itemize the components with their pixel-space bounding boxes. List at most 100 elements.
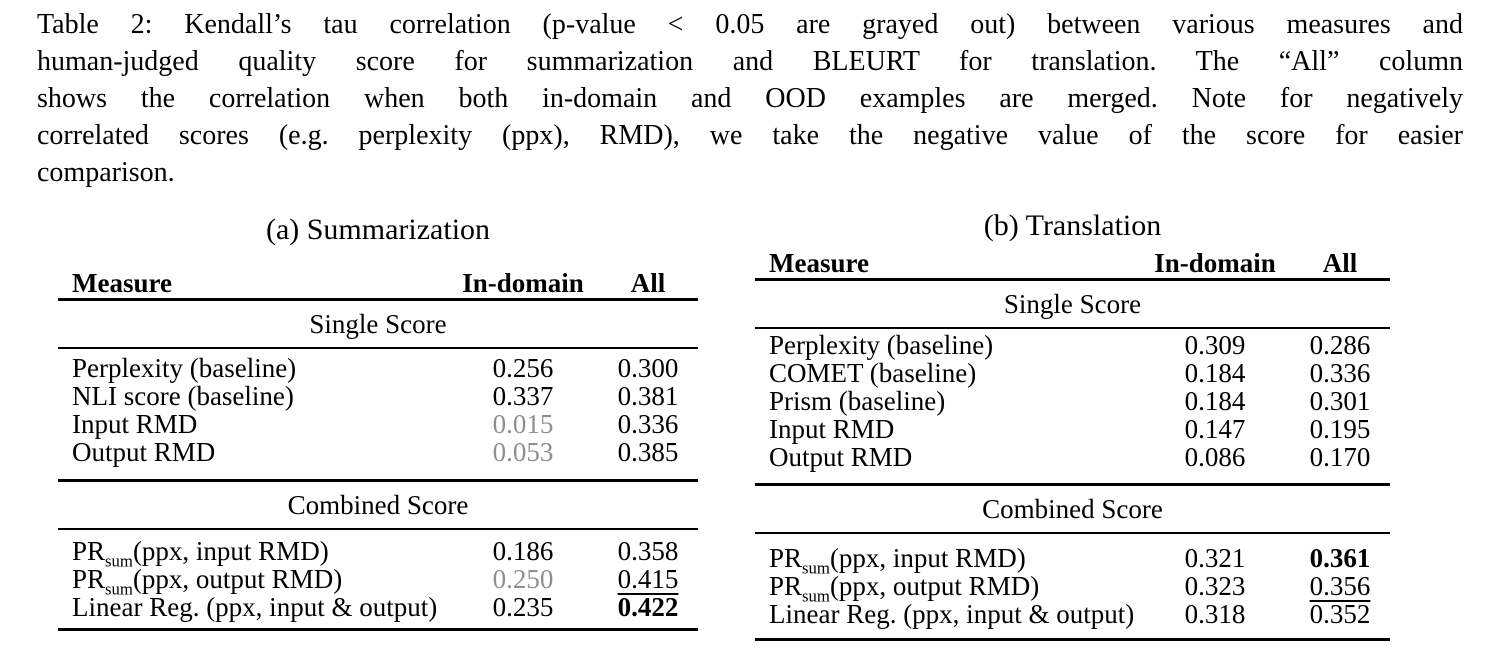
single-score-rows: Perplexity (baseline) 0.256 0.300 NLI sc… xyxy=(58,349,698,479)
measure-label-rest: (ppx, input RMD) xyxy=(132,536,329,566)
measure-label: Perplexity (baseline) xyxy=(769,330,994,360)
rule xyxy=(58,479,698,482)
all-value: 0.170 xyxy=(1309,442,1371,472)
subtable-translation: (b) Translation Measure In-domain All Si… xyxy=(755,208,1390,641)
measure-label: PR xyxy=(72,564,106,594)
measure-subscript: sum xyxy=(105,579,133,599)
caption-line: correlated scores (e.g. perplexity (ppx)… xyxy=(37,120,1463,151)
in-domain-value: 0.184 xyxy=(1184,386,1246,416)
table-row: Prism (baseline) 0.184 0.301 xyxy=(755,387,1390,415)
all-value: 0.385 xyxy=(617,437,679,467)
caption-line: Table 2: Kendall’s tau correlation (p-va… xyxy=(37,9,1463,40)
all-value: 0.301 xyxy=(1309,386,1371,416)
in-domain-value: 0.321 xyxy=(1184,543,1246,573)
table-row: Input RMD 0.147 0.195 xyxy=(755,415,1390,443)
rule xyxy=(755,638,1390,641)
measure-label-rest: (ppx, output RMD) xyxy=(132,564,343,594)
rule xyxy=(58,628,698,631)
column-header-row: Measure In-domain All xyxy=(755,248,1390,278)
measure-label-rest: (ppx, input RMD) xyxy=(829,543,1026,573)
measure-subscript: sum xyxy=(105,551,133,571)
column-header-measure: Measure xyxy=(769,248,869,278)
rule xyxy=(755,327,1390,329)
column-header-row: Measure In-domain All xyxy=(58,268,698,298)
combined-score-rows: PRsum(ppx, input RMD) 0.321 0.361 PRsum(… xyxy=(755,534,1390,638)
measure-label: Input RMD xyxy=(72,409,198,439)
table-row: Input RMD 0.015 0.336 xyxy=(58,410,698,438)
all-value: 0.415 xyxy=(617,564,679,594)
rule xyxy=(58,298,698,301)
measure-subscript: sum xyxy=(802,558,830,578)
measure-label: Output RMD xyxy=(769,442,913,472)
column-header-in-domain: In-domain xyxy=(462,268,584,298)
all-value: 0.356 xyxy=(1309,571,1371,601)
measure-label: PR xyxy=(769,571,803,601)
table-row: Perplexity (baseline) 0.309 0.286 xyxy=(755,331,1390,359)
section-title-combined-score: Combined Score xyxy=(982,494,1163,524)
section-title-single-score: Single Score xyxy=(309,309,447,339)
measure-label: Linear Reg. (ppx, input & output) xyxy=(72,592,438,622)
measure-label: COMET (baseline) xyxy=(769,358,977,388)
table-row: COMET (baseline) 0.184 0.336 xyxy=(755,359,1390,387)
in-domain-value: 0.256 xyxy=(492,353,554,383)
rule xyxy=(58,528,698,530)
in-domain-value: 0.309 xyxy=(1184,330,1246,360)
table-row: Output RMD 0.053 0.385 xyxy=(58,438,698,466)
table-row: Perplexity (baseline) 0.256 0.300 xyxy=(58,354,698,382)
all-value: 0.195 xyxy=(1309,414,1371,444)
table-caption: Table 2: Kendall’s tau correlation (p-va… xyxy=(37,6,1463,191)
measure-subscript: sum xyxy=(802,586,830,606)
measure-label: Linear Reg. (ppx, input & output) xyxy=(769,599,1135,629)
in-domain-value: 0.147 xyxy=(1184,414,1246,444)
table-row: PRsum(ppx, output RMD) 0.323 0.356 xyxy=(755,571,1390,604)
rule xyxy=(755,483,1390,486)
all-value: 0.422 xyxy=(617,592,679,622)
caption-line: shows the correlation when both in-domai… xyxy=(37,83,1463,114)
column-header-all: All xyxy=(1322,248,1358,278)
measure-label: Perplexity (baseline) xyxy=(72,353,297,383)
table-row: Linear Reg. (ppx, input & output) 0.318 … xyxy=(755,600,1390,628)
in-domain-value: 0.086 xyxy=(1184,442,1246,472)
measure-label-rest: (ppx, output RMD) xyxy=(829,571,1040,601)
in-domain-value: 0.323 xyxy=(1184,571,1246,601)
column-header-all: All xyxy=(630,268,666,298)
in-domain-value: 0.318 xyxy=(1184,599,1246,629)
section-title-single-score: Single Score xyxy=(1003,289,1142,319)
in-domain-value: 0.053 xyxy=(492,437,554,467)
table-row: PRsum(ppx, input RMD) 0.186 0.358 xyxy=(58,536,698,569)
measure-label: PR xyxy=(72,536,106,566)
table-row: PRsum(ppx, output RMD) 0.250 0.415 xyxy=(58,564,698,597)
in-domain-value: 0.186 xyxy=(492,536,554,566)
measure-label: Prism (baseline) xyxy=(769,386,946,416)
rule xyxy=(755,278,1390,281)
rule xyxy=(58,347,698,349)
column-header-in-domain: In-domain xyxy=(1154,248,1276,278)
combined-score-rows: PRsum(ppx, input RMD) 0.186 0.358 PRsum(… xyxy=(58,530,698,628)
in-domain-value: 0.015 xyxy=(492,409,554,439)
subtable-summarization: (a) Summarization Measure In-domain All … xyxy=(58,212,698,631)
in-domain-value: 0.235 xyxy=(492,592,554,622)
column-header-measure: Measure xyxy=(72,268,172,298)
measure-label: Output RMD xyxy=(72,437,216,467)
table-row: PRsum(ppx, input RMD) 0.321 0.361 xyxy=(755,543,1390,576)
caption-line: comparison. xyxy=(37,157,175,188)
measure-label: NLI score (baseline) xyxy=(72,381,294,411)
table-row: Linear Reg. (ppx, input & output) 0.235 … xyxy=(58,593,698,621)
rule xyxy=(755,532,1390,534)
in-domain-value: 0.337 xyxy=(492,381,554,411)
measure-label: PR xyxy=(769,543,803,573)
subtable-caption: (b) Translation xyxy=(983,209,1162,242)
single-score-rows: Perplexity (baseline) 0.309 0.286 COMET … xyxy=(755,329,1390,483)
in-domain-value: 0.184 xyxy=(1184,358,1246,388)
all-value: 0.358 xyxy=(617,536,679,566)
measure-label: Input RMD xyxy=(769,414,895,444)
table-row: NLI score (baseline) 0.337 0.381 xyxy=(58,382,698,410)
all-value: 0.300 xyxy=(617,353,679,383)
table-row: Output RMD 0.086 0.170 xyxy=(755,443,1390,471)
all-value: 0.381 xyxy=(617,381,679,411)
all-value: 0.336 xyxy=(1309,358,1371,388)
all-value: 0.352 xyxy=(1309,599,1371,629)
all-value: 0.286 xyxy=(1309,330,1371,360)
caption-line: human-judged quality score for summariza… xyxy=(37,46,1463,77)
